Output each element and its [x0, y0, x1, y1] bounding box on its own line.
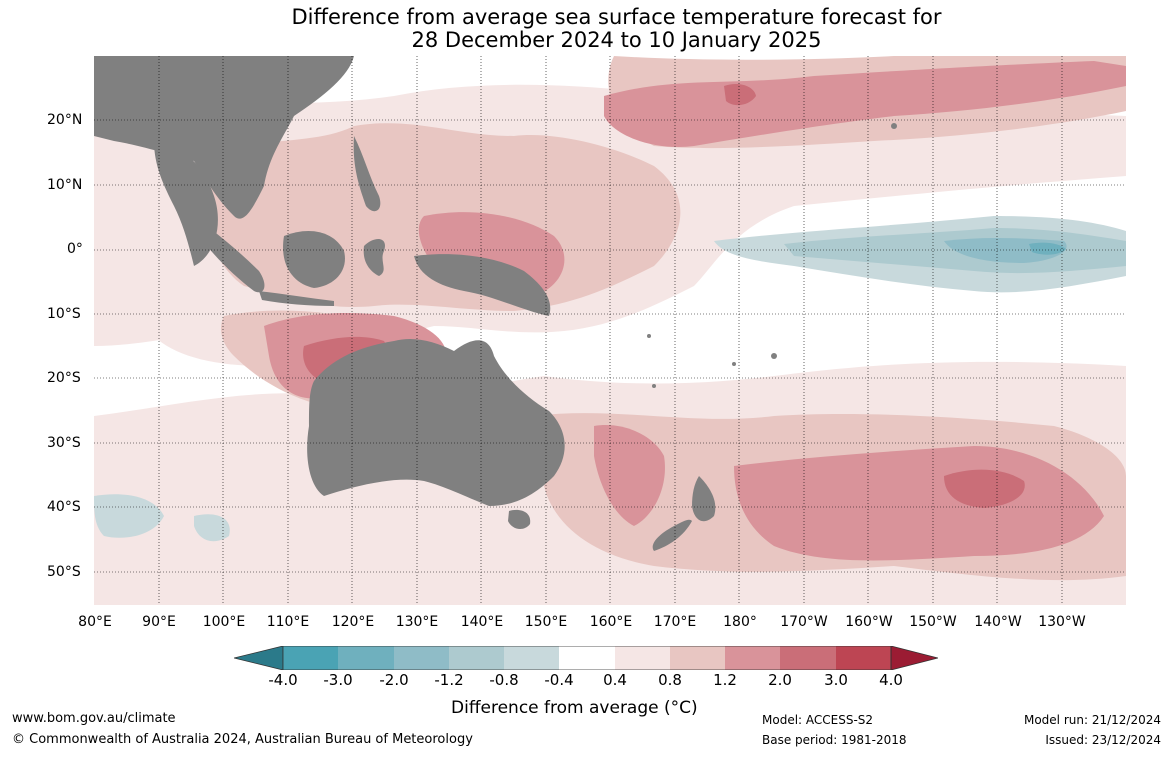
graticule	[94, 56, 1126, 605]
colorbar-min-arrow	[234, 646, 284, 670]
title-line-1: Difference from average sea surface temp…	[291, 5, 942, 29]
colorbar-tick: -1.2	[434, 671, 464, 689]
lon-label-170w: 170°W	[780, 614, 828, 630]
colorbar-bin	[725, 646, 780, 670]
lon-label-150e: 150°E	[524, 614, 568, 630]
model-name: Model: ACCESS-S2	[762, 713, 874, 727]
colorbar-bin	[338, 646, 394, 670]
colorbar-tick: -0.8	[489, 671, 519, 689]
colorbar-tick: -4.0	[268, 671, 298, 689]
lat-label-20n: 20°N	[47, 112, 83, 128]
lat-label-10s: 10°S	[47, 306, 81, 322]
lon-label-180: 180°	[723, 614, 757, 630]
anomaly-1.2-north-pacific	[604, 61, 1126, 147]
colorbar-bin	[504, 646, 559, 670]
colorbar-tick: 4.0	[879, 671, 903, 689]
colorbar-label: Difference from average (°C)	[451, 698, 698, 718]
land-masses	[94, 56, 897, 551]
lat-label-30s: 30°S	[47, 435, 81, 451]
lon-label-170e: 170°E	[653, 614, 697, 630]
lon-label-160e: 160°E	[589, 614, 633, 630]
colorbar-bin	[394, 646, 449, 670]
anomaly-cold-southern	[94, 494, 164, 538]
lon-label-100e: 100°E	[202, 614, 246, 630]
colorbar-tick: -3.0	[323, 671, 353, 689]
lat-label-20s: 20°S	[47, 370, 81, 386]
anomaly-cold-southern-2	[194, 514, 230, 542]
lon-label-140e: 140°E	[460, 614, 504, 630]
colorbar-tick: 0.4	[603, 671, 627, 689]
anomaly-1.2-tasman	[594, 425, 665, 526]
lat-label-40s: 40°S	[47, 499, 81, 515]
colorbar-tick: 0.8	[658, 671, 682, 689]
lon-label-130e: 130°E	[395, 614, 439, 630]
colorbar-bin	[670, 646, 725, 670]
base-period: Base period: 1981-2018	[762, 733, 907, 747]
colorbar-bin	[615, 646, 670, 670]
lon-label-150w: 150°W	[909, 614, 957, 630]
colorbar-bin	[283, 646, 338, 670]
colorbar-tick: 1.2	[713, 671, 737, 689]
colorbar-bin	[449, 646, 504, 670]
colorbar-bin	[780, 646, 836, 670]
anomaly-cold-2.0	[1029, 242, 1066, 255]
lon-label-160w: 160°W	[845, 614, 893, 630]
lon-label-120e: 120°E	[331, 614, 375, 630]
lat-label-10n: 10°N	[47, 177, 83, 193]
colorbar-tick: -0.4	[544, 671, 574, 689]
colorbar-bin	[836, 646, 891, 670]
colorbar-bin	[559, 646, 615, 670]
colorbar-max-arrow	[890, 646, 938, 670]
lon-label-110e: 110°E	[266, 614, 310, 630]
issued-date: Issued: 23/12/2024	[1045, 733, 1161, 747]
anomaly-1.2-south-pacific	[734, 446, 1104, 561]
colorbar	[234, 646, 938, 670]
colorbar-tick: 3.0	[824, 671, 848, 689]
lon-label-80e: 80°E	[78, 614, 112, 630]
sst-anomaly-map	[94, 56, 1126, 605]
footer-url: www.bom.gov.au/climate	[12, 711, 176, 726]
lon-label-140w: 140°W	[974, 614, 1022, 630]
colorbar-tick: 2.0	[768, 671, 792, 689]
colorbar-tick: -2.0	[379, 671, 409, 689]
lat-label-0: 0°	[67, 241, 83, 257]
model-run-date: Model run: 21/12/2024	[1023, 713, 1161, 727]
title-line-2: 28 December 2024 to 10 January 2025	[411, 28, 822, 52]
anomaly-2.0-south-pacific	[944, 469, 1025, 508]
footer-copyright: © Commonwealth of Australia 2024, Austra…	[12, 732, 473, 747]
lat-label-50s: 50°S	[47, 564, 81, 580]
anomaly-2.0-north-pacific	[724, 84, 756, 106]
lon-label-130w: 130°W	[1038, 614, 1086, 630]
lon-label-90e: 90°E	[142, 614, 176, 630]
